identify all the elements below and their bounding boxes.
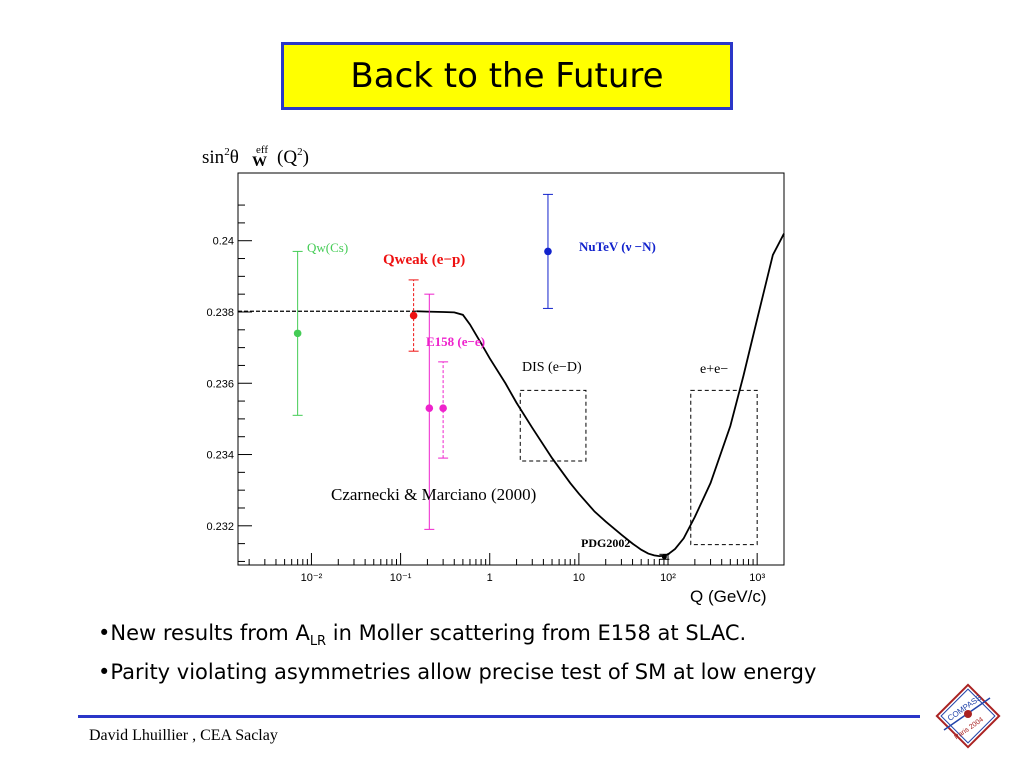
label-qweak: Qweak (e−p) [383,252,465,268]
axis-ticks: 10⁻² 10⁻¹ 1 10 10² 10³ 0.232 0.234 0.236 0.238 0.2… [206,204,785,584]
footer-divider [78,715,920,718]
bullet-list: •New results from ALR in Moller scatteri… [98,618,816,687]
svg-text:eff: eff [256,144,268,156]
annotations: Qw(Cs) Qweak (e−p) E158 (e−e) NuTeV (ν −… [307,239,728,550]
x-tick-label: 10⁻² [301,572,323,584]
label-ee: e+e− [700,362,728,377]
bullet-1: •New results from ALR in Moller scatteri… [98,621,747,650]
chart: sin2θ eff W (Q2) 10⁻² 10⁻¹ 1 10 10² 10³ 0.232 0… [202,144,785,606]
y-tick-label: 0.232 [206,521,234,533]
label-pdg: PDG2002 [581,536,630,550]
y-axis-title: sin2θ eff W (Q2) [202,144,309,170]
data-points [292,193,670,560]
y-tick-label: 0.236 [206,378,234,390]
label-dis: DIS (e−D) [522,360,582,375]
data-point [409,311,418,320]
y-tick-label: 0.238 [206,307,234,319]
y-tick-label: 0.24 [213,236,234,248]
label-e158: E158 (e−e) [426,334,485,349]
title-box: Back to the Future [281,42,733,110]
data-point [293,329,302,338]
theory-curve-layer [238,233,785,557]
data-point [544,247,552,256]
label-nutev: NuTeV (ν −N) [579,239,656,254]
label-qw-cs: Qw(Cs) [307,240,348,255]
y-tick-label: 0.234 [206,450,234,462]
x-tick-label: 10 [573,572,585,584]
region-boxes [519,389,758,546]
slide-title: Back to the Future [350,56,664,96]
data-point [425,404,434,413]
label-theory: Czarnecki & Marciano (2000) [331,485,536,504]
svg-text:W: W [252,154,267,170]
footer-author: David Lhuillier , CEA Saclay [89,727,278,744]
svg-text:sin2θ: sin2θ [202,146,239,168]
plot-frame [237,172,785,566]
region-box [690,389,758,546]
x-axis-title: Q (GeV/c) [690,587,767,606]
x-tick-label: 10⁻¹ [390,572,412,584]
data-point [439,404,447,413]
svg-text:(Q2): (Q2) [277,146,309,168]
theory-curve [416,233,785,557]
bullet-2: •Parity violating asymmetries allow prec… [98,660,817,685]
data-point [661,554,667,560]
x-tick-label: 10³ [749,572,765,584]
x-tick-label: 10² [660,572,676,584]
x-tick-label: 1 [487,572,493,584]
compass-logo: COMPASS Paris 2004 [935,683,1001,749]
